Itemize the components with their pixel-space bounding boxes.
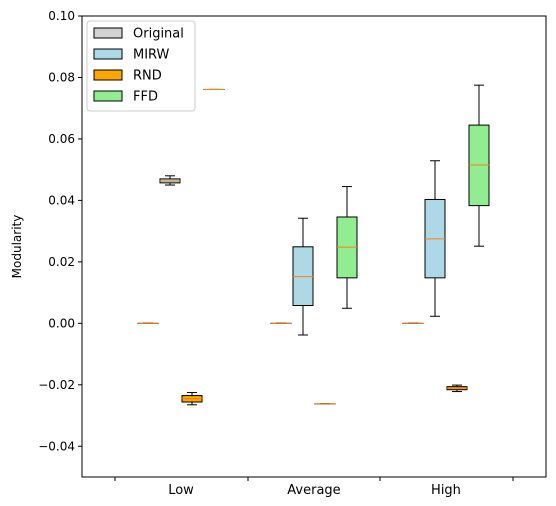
- y-tick-label: 0.02: [48, 255, 75, 269]
- x-tick-label-low: Low: [168, 483, 194, 498]
- y-tick-label: 0.00: [48, 316, 75, 330]
- legend-swatch: [94, 91, 122, 101]
- y-tick-label: −0.04: [38, 439, 75, 453]
- legend-swatch: [94, 28, 122, 38]
- box-mirw-low: [160, 176, 180, 185]
- box-ffd-average: [337, 187, 357, 309]
- box-mirw-average: [293, 218, 313, 335]
- box-rnd-high: [447, 385, 467, 391]
- y-tick-label: 0.10: [48, 9, 75, 23]
- legend-swatch: [94, 49, 122, 59]
- y-axis-label: Modularity: [10, 215, 24, 279]
- legend-label: RND: [133, 69, 162, 84]
- legend-label: MIRW: [133, 48, 170, 63]
- x-tick-label-average: Average: [287, 483, 340, 498]
- legend-label: Original: [133, 27, 184, 42]
- y-tick-label: 0.06: [48, 132, 75, 146]
- y-tick-label: −0.02: [38, 378, 75, 392]
- legend-label: FFD: [133, 90, 158, 105]
- box-mirw-high: [425, 161, 445, 317]
- boxes-layer: [138, 85, 489, 405]
- legend-swatch: [94, 70, 122, 80]
- legend: Original MIRW RND FFD: [87, 21, 195, 111]
- box-ffd-high: [469, 85, 489, 246]
- y-tick-label: 0.04: [48, 193, 75, 207]
- x-tick-label-high: High: [431, 483, 461, 498]
- box-rnd-low: [182, 392, 202, 404]
- y-tick-label: 0.08: [48, 70, 75, 84]
